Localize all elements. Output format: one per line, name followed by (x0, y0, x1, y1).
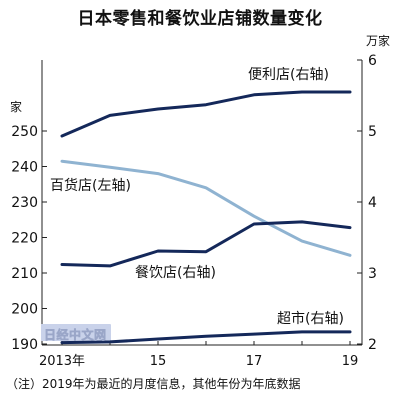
x-axis-tick-label: 2013年 (39, 354, 85, 369)
right-axis-tick-label: 5 (368, 124, 377, 140)
right-axis-tick-label: 3 (368, 266, 377, 282)
left-axis-tick-label: 220 (11, 231, 38, 247)
series-label: 百货店(左轴) (50, 177, 131, 194)
right-axis-tick-label: 2 (368, 337, 377, 353)
series-label: 超市(右轴) (277, 310, 344, 327)
left-axis-tick-label: 250 (11, 124, 38, 140)
left-axis-tick-label: 210 (11, 266, 38, 282)
right-axis-tick-label: 6 (368, 53, 377, 69)
series-line (60, 330, 352, 345)
chart-title: 日本零售和餐饮业店铺数量变化 (77, 9, 323, 29)
left-axis-tick-label: 230 (11, 195, 38, 211)
left-axis-tick-label: 190 (11, 337, 38, 353)
series-line (60, 159, 352, 257)
left-axis-unit: 家 (10, 99, 22, 114)
left-axis-tick-label: 240 (11, 160, 38, 176)
x-axis-tick-label: 15 (150, 354, 167, 369)
x-axis-tick-label: 19 (342, 354, 359, 369)
series-label: 便利店(右轴) (248, 67, 329, 83)
x-axis-tick-label: 17 (246, 354, 263, 369)
chart-note: （注）2019年为最近的月度信息，其他年份为年底数据 (6, 377, 301, 391)
left-axis-tick-label: 200 (11, 302, 38, 318)
watermark-logo (41, 324, 111, 341)
right-axis-tick-label: 4 (368, 195, 377, 211)
series-line (60, 220, 352, 268)
watermark-text: 日经中文网 (44, 328, 107, 343)
series-line (60, 90, 352, 138)
right-axis-unit: 万家 (366, 33, 390, 48)
series-label: 餐饮店(右轴) (135, 265, 216, 281)
